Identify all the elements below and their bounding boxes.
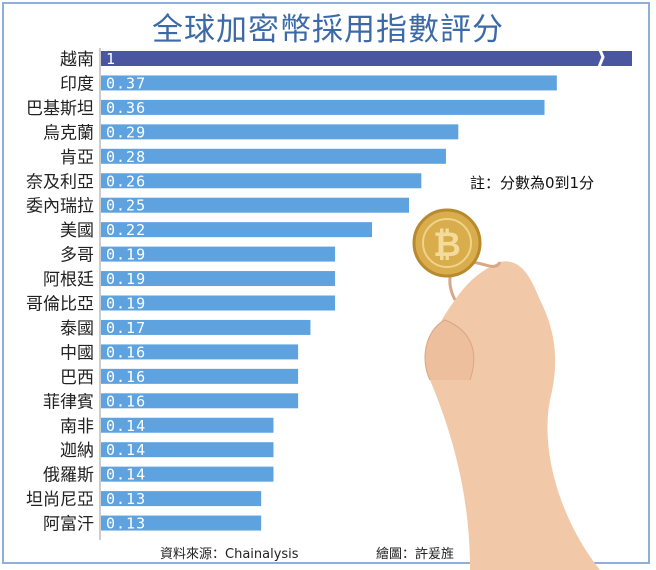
category-label: 多哥 bbox=[60, 246, 94, 266]
bar bbox=[101, 148, 446, 164]
category-label: 烏克蘭 bbox=[43, 123, 94, 143]
data-label: 0.37 bbox=[106, 74, 146, 92]
data-label: 0.19 bbox=[106, 270, 146, 288]
bar bbox=[101, 515, 262, 531]
category-label: 奈及利亞 bbox=[26, 172, 94, 192]
bar bbox=[101, 319, 311, 335]
data-label: 0.14 bbox=[106, 466, 146, 484]
bar bbox=[101, 393, 299, 409]
finger-shape bbox=[424, 319, 475, 381]
category-label: 阿富汗 bbox=[43, 515, 94, 535]
category-label: 南非 bbox=[60, 417, 94, 437]
category-label: 肯亞 bbox=[60, 148, 94, 168]
bar bbox=[101, 295, 336, 311]
bar bbox=[101, 124, 459, 140]
bar bbox=[101, 368, 299, 384]
bar bbox=[101, 271, 336, 287]
bar bbox=[101, 173, 422, 189]
bar bbox=[101, 417, 274, 433]
category-label: 俄羅斯 bbox=[43, 466, 94, 486]
category-label: 坦尚尼亞 bbox=[26, 490, 94, 510]
chart-note: 註：分數為0到1分 bbox=[470, 174, 595, 192]
hand-holding-bitcoin-illustration: ₿ bbox=[412, 208, 600, 570]
data-label: 0.14 bbox=[106, 441, 146, 459]
data-label: 0.26 bbox=[106, 172, 146, 190]
category-label: 越南 bbox=[60, 50, 94, 70]
category-label: 中國 bbox=[60, 343, 94, 363]
source-label: 資料來源：Chainalysis bbox=[160, 547, 299, 562]
category-label: 迦納 bbox=[60, 441, 94, 461]
data-label: 0.22 bbox=[106, 221, 146, 239]
bar bbox=[101, 75, 557, 91]
credit-label: 繪圖：許爰旌 bbox=[376, 547, 455, 562]
data-label: 0.14 bbox=[106, 417, 146, 435]
category-label: 泰國 bbox=[60, 319, 94, 339]
bar bbox=[101, 344, 299, 360]
bar bbox=[101, 491, 262, 507]
hand-shape bbox=[427, 261, 600, 570]
bar bbox=[101, 197, 409, 213]
category-label: 巴西 bbox=[60, 368, 94, 388]
bar bbox=[101, 466, 274, 482]
data-label: 0.13 bbox=[106, 515, 146, 533]
data-label: 0.19 bbox=[106, 246, 146, 264]
bar bbox=[101, 99, 545, 115]
category-label: 印度 bbox=[60, 74, 94, 94]
category-label: 美國 bbox=[60, 221, 94, 241]
chart-title: 全球加密幣採用指數評分 bbox=[152, 12, 504, 48]
data-label: 0.36 bbox=[106, 99, 146, 117]
axis-break-mark bbox=[597, 49, 605, 68]
data-label: 1 bbox=[106, 50, 116, 68]
data-label: 0.16 bbox=[106, 392, 146, 410]
data-label: 0.13 bbox=[106, 490, 146, 508]
bar bbox=[101, 51, 632, 66]
data-label: 0.16 bbox=[106, 368, 146, 386]
category-label: 菲律賓 bbox=[43, 392, 94, 412]
data-label: 0.19 bbox=[106, 295, 146, 313]
bar bbox=[101, 222, 373, 238]
data-label: 0.29 bbox=[106, 123, 146, 141]
data-label: 0.28 bbox=[106, 148, 146, 166]
svg-text:₿: ₿ bbox=[433, 225, 461, 265]
category-label: 委內瑞拉 bbox=[26, 197, 94, 217]
data-label: 0.17 bbox=[106, 319, 146, 337]
category-label: 阿根廷 bbox=[43, 270, 94, 290]
data-label: 0.25 bbox=[106, 197, 146, 215]
bar bbox=[101, 246, 336, 262]
category-label: 巴基斯坦 bbox=[26, 99, 94, 119]
bar bbox=[101, 442, 274, 458]
category-label: 哥倫比亞 bbox=[26, 295, 94, 315]
data-label: 0.16 bbox=[106, 343, 146, 361]
